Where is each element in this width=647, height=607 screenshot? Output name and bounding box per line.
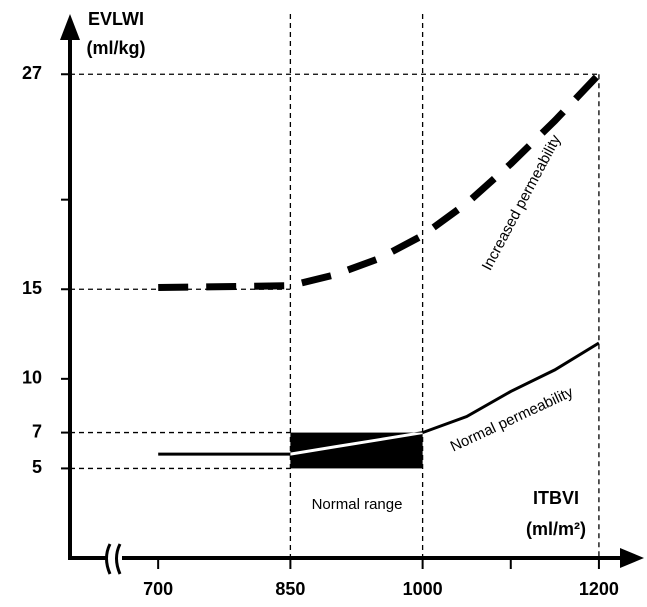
plot-area	[158, 71, 602, 469]
series-line	[158, 71, 602, 291]
x-tick-label: 1200	[579, 579, 619, 599]
axis-break	[105, 543, 122, 575]
y-tick-label: 10	[22, 368, 42, 388]
x-axis-title: ITBVI	[533, 488, 579, 508]
x-axis-arrow	[620, 548, 644, 568]
curve-highlight	[290, 432, 423, 456]
region-label: Normal range	[312, 496, 403, 513]
y-tick-label: 27	[22, 63, 42, 83]
guide-lines	[70, 14, 600, 558]
series-label: Normal permeability	[448, 383, 577, 455]
ticks: 5 7 10 15 27 700 850 1000 1200	[22, 63, 619, 599]
x-tick-label: 700	[143, 579, 173, 599]
y-axis-unit: (ml/kg)	[86, 38, 145, 58]
y-tick-label: 7	[32, 421, 42, 441]
y-axis-arrow	[60, 14, 80, 40]
x-axis-unit: (ml/m²)	[526, 519, 586, 539]
x-tick-label: 850	[275, 579, 305, 599]
y-tick-label: 15	[22, 278, 42, 298]
y-axis-title: EVLWI	[88, 9, 144, 29]
x-tick-label: 1000	[403, 579, 443, 599]
y-tick-label: 5	[32, 457, 42, 477]
